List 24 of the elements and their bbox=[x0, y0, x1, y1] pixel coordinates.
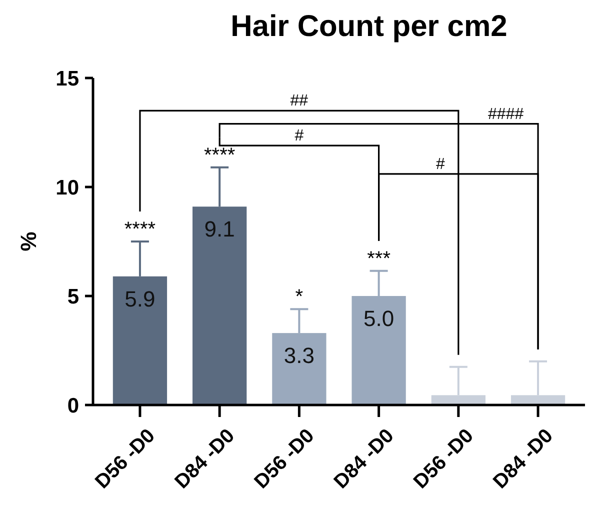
annotation: * bbox=[295, 286, 304, 308]
annotation: ## bbox=[290, 92, 308, 110]
x-tick-label: D84 -D0 bbox=[330, 424, 398, 494]
y-tick-label: 10 bbox=[56, 176, 79, 200]
data-label: 5.0 bbox=[364, 306, 394, 331]
chart-title: Hair Count per cm2 bbox=[230, 10, 508, 43]
annotation: # bbox=[436, 156, 445, 173]
annotation: **** bbox=[204, 144, 236, 166]
y-tick-label: 0 bbox=[67, 394, 79, 418]
x-tick-label: D56 -D0 bbox=[91, 424, 160, 494]
y-axis-title: % bbox=[16, 232, 41, 252]
annotation: **** bbox=[124, 218, 156, 240]
data-label: 9.1 bbox=[204, 216, 235, 242]
x-tick-label: D56 -D0 bbox=[410, 424, 478, 494]
annotation: # bbox=[294, 128, 304, 145]
y-tick-label: 5 bbox=[67, 285, 80, 308]
x-tick-label: D56 -D0 bbox=[250, 424, 319, 494]
annotation: *** bbox=[367, 248, 391, 270]
y-tick-label: 15 bbox=[56, 67, 80, 90]
data-label: 3.3 bbox=[284, 343, 314, 368]
annotation: #### bbox=[488, 106, 524, 123]
data-label: 5.9 bbox=[124, 286, 156, 312]
x-tick-label: D84 -D0 bbox=[489, 424, 558, 494]
x-tick-label: D84 -D0 bbox=[170, 424, 240, 494]
